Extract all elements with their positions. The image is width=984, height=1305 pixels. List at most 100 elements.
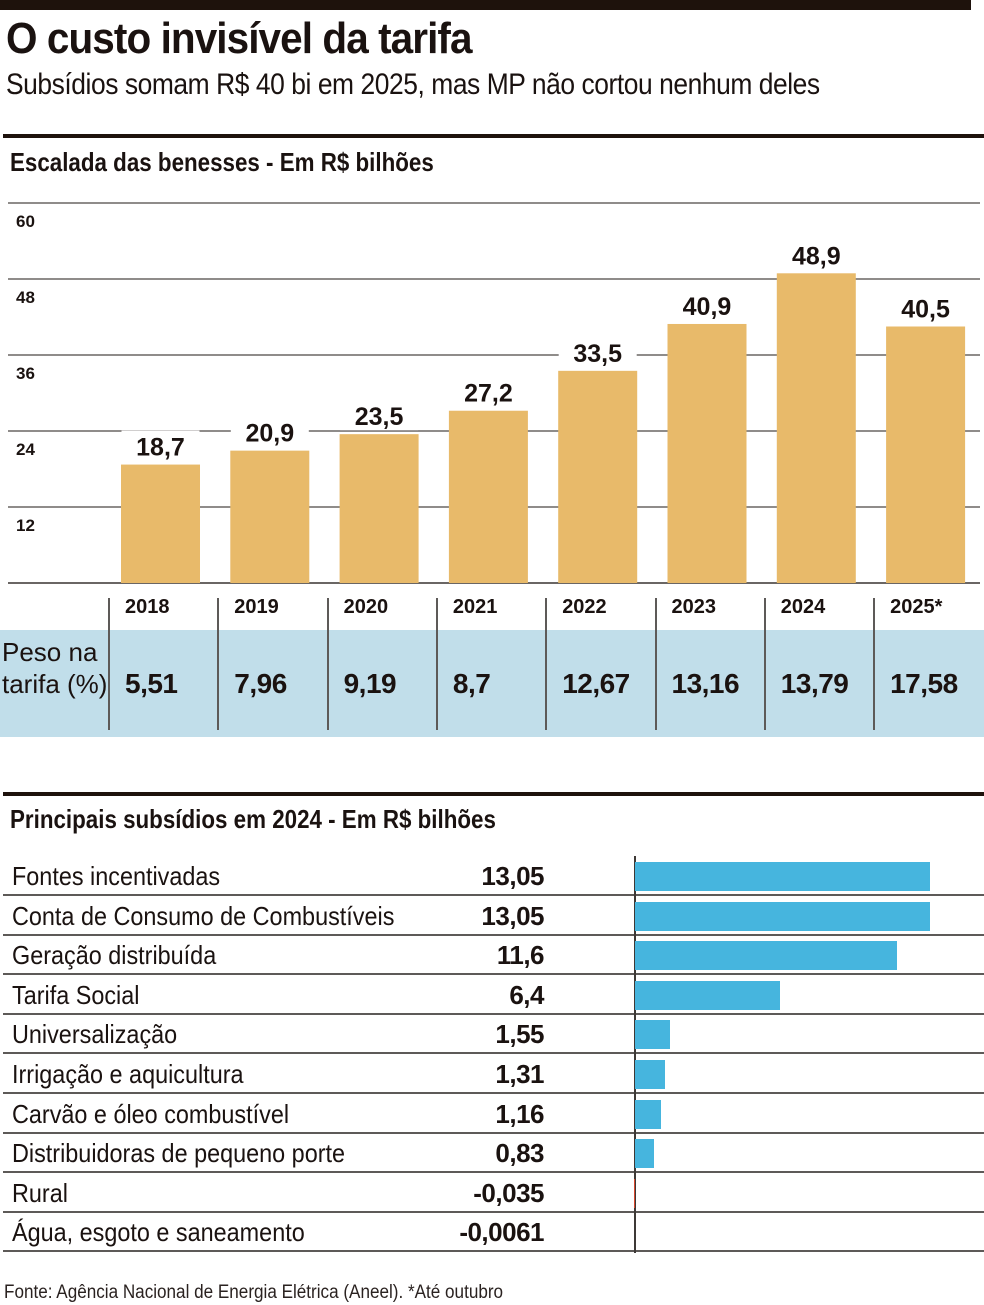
- subsidy-name: Geração distribuída: [12, 940, 217, 971]
- row-divider: [3, 1012, 984, 1015]
- row-divider: [3, 933, 984, 936]
- row-divider: [3, 1052, 984, 1055]
- column-separator: [108, 598, 110, 730]
- bar-chart-title: Escalada das benesses - Em R$ bilhões: [10, 147, 434, 177]
- subsidy-row: Fontes incentivadas 13,05: [0, 856, 984, 896]
- year-label: 2024: [780, 596, 826, 618]
- subsidy-row: Carvão e óleo combustível 1,16: [0, 1094, 984, 1134]
- subsidy-bar: [635, 862, 930, 891]
- data-label: 40,9: [683, 293, 732, 321]
- row-divider: [3, 973, 984, 976]
- row-divider: [3, 1131, 984, 1134]
- data-label-background: [340, 400, 419, 431]
- subsidy-bar: [635, 1099, 662, 1129]
- bar-2020: [339, 434, 419, 583]
- year-label: 2018: [125, 596, 170, 618]
- data-label-background: [230, 416, 309, 447]
- yearly-subsidies-bar-chart: 12 24 36 48 60 18,7 20,9 23,5 27,2 33,5 40,9 48,9 40…: [8, 202, 980, 584]
- bar-2021: [448, 410, 528, 583]
- subsidy-value: 6,4: [509, 979, 544, 1010]
- y-tick-label: 48: [16, 288, 35, 307]
- subsidy-name: Carvão e óleo combustível: [12, 1098, 290, 1129]
- subsidy-value: 13,05: [481, 861, 544, 891]
- peso-value: 7,96: [234, 668, 287, 699]
- subsidy-bar: [635, 980, 780, 1010]
- y-tick-label: 12: [16, 516, 35, 535]
- row-divider: [3, 1210, 984, 1213]
- source-note: Fonte: Agência Nacional de Energia Elétr…: [4, 1282, 504, 1303]
- bar-2022: [558, 370, 638, 583]
- column-separator: [763, 598, 766, 730]
- y-tick-label: 36: [16, 364, 35, 383]
- subsidy-value: 1,31: [495, 1059, 544, 1089]
- subsidy-name: Tarifa Social: [12, 979, 140, 1010]
- year-label: 2022: [562, 596, 607, 618]
- bar-2025: [886, 326, 966, 583]
- column-separator: [217, 598, 220, 730]
- subsidy-name: Universalização: [12, 1019, 178, 1050]
- page-subtitle: Subsídios somam R$ 40 bi em 2025, mas MP…: [6, 68, 820, 101]
- column-separator: [326, 598, 329, 730]
- row-divider: [3, 1092, 984, 1094]
- subsidies-chart-title: Principais subsídios em 2024 - Em R$ bil…: [10, 804, 496, 834]
- section-divider: [3, 792, 984, 796]
- y-tick-label: 24: [16, 440, 35, 459]
- year-label: 2023: [671, 596, 717, 618]
- subsidy-row: Rural -0,035: [0, 1173, 984, 1213]
- subsidy-bar: [635, 941, 898, 971]
- y-tick-label: 60: [16, 212, 35, 231]
- subsidy-value: 11,6: [496, 940, 545, 971]
- subsidy-row: Tarifa Social 6,4: [0, 975, 984, 1015]
- column-separator: [545, 598, 548, 730]
- data-label: 20,9: [245, 420, 294, 448]
- year-label: 2019: [234, 596, 279, 618]
- peso-value: 13,16: [671, 668, 740, 699]
- subsidy-row: Distribuidoras de pequeno porte 0,83: [0, 1133, 984, 1174]
- subsidy-row: Geração distribuída 11,6: [0, 935, 984, 976]
- subsidy-name: Conta de Consumo de Combustíveis: [12, 900, 395, 931]
- column-separator: [654, 598, 657, 730]
- data-label-background: [777, 239, 856, 270]
- subsidy-row: Água, esgoto e saneamento -0,0061: [0, 1212, 984, 1253]
- subsidy-name: Irrigação e aquicultura: [12, 1059, 244, 1089]
- subsidy-bar: [635, 901, 930, 931]
- bar-2024: [776, 273, 856, 583]
- peso-value: 9,19: [343, 668, 397, 699]
- year-label: 2025*: [890, 596, 943, 618]
- bar-2018: [121, 464, 200, 583]
- year-label: 2020: [343, 596, 389, 618]
- data-label: 23,5: [355, 403, 404, 431]
- column-separator: [435, 598, 438, 730]
- top-rule: [0, 0, 971, 10]
- data-label-background: [886, 292, 965, 323]
- peso-na-tarifa-label: Peso na tarifa (%): [2, 637, 108, 699]
- subsidy-name: Fontes incentivadas: [12, 861, 221, 891]
- row-divider: [3, 894, 984, 896]
- peso-value: 17,58: [890, 668, 958, 699]
- data-label: 40,5: [901, 296, 950, 324]
- subsidy-bar: [635, 1020, 671, 1050]
- section-divider: [3, 134, 984, 138]
- year-label: 2021: [452, 596, 498, 618]
- subsidy-value: 1,55: [495, 1019, 544, 1050]
- subsidy-value: 13,05: [481, 900, 544, 931]
- subsidy-name: Distribuidoras de pequeno porte: [12, 1138, 346, 1169]
- subsidy-value: -0,0061: [459, 1217, 544, 1248]
- peso-na-tarifa-band: [0, 630, 984, 737]
- subsidy-value: -0,035: [473, 1177, 544, 1208]
- data-label: 27,2: [464, 380, 513, 408]
- subsidy-bar: [635, 1060, 665, 1089]
- peso-value: 13,79: [780, 668, 849, 699]
- peso-value: 8,7: [452, 668, 491, 699]
- peso-value: 12,67: [562, 668, 630, 699]
- bar-2023: [667, 323, 747, 583]
- subsidy-row: Conta de Consumo de Combustíveis 13,05: [0, 896, 984, 936]
- row-divider: [3, 1171, 984, 1174]
- subsidy-row: Irrigação e aquicultura 1,31: [0, 1054, 984, 1094]
- data-label: 33,5: [573, 340, 622, 368]
- subsidy-bar: [635, 1139, 654, 1169]
- data-label-background: [558, 336, 637, 367]
- data-label: 18,7: [136, 434, 185, 462]
- row-divider: [3, 1250, 984, 1253]
- hbar-axis-line: [634, 856, 636, 1253]
